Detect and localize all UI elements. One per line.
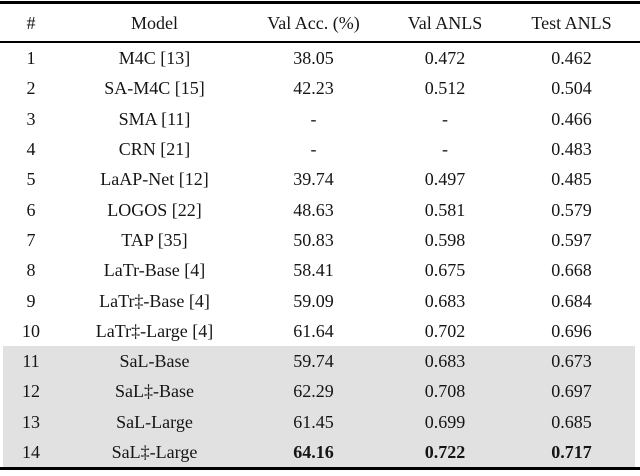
row-number-cell: 11 — [22, 351, 40, 372]
table-row: 6 LOGOS [22] 48.63 0.581 0.579 — [0, 194, 640, 224]
row-number-cell: 4 — [26, 139, 36, 160]
val-acc-cell: 58.41 — [293, 260, 334, 281]
model-cell: TAP [35] — [121, 229, 188, 250]
row-number-cell: 10 — [22, 320, 40, 341]
val-anls-cell: 0.699 — [424, 411, 466, 432]
model-cell: SA-M4C [15] — [104, 78, 205, 99]
test-anls-cell: 0.483 — [551, 139, 592, 160]
val-anls-cell: 0.722 — [424, 442, 466, 462]
header-row-number: # — [26, 12, 36, 33]
table-row: 1 M4C [13] 38.05 0.472 0.462 — [0, 43, 640, 73]
table-row: 7 TAP [35] 50.83 0.598 0.597 — [0, 225, 640, 255]
val-acc-cell: - — [310, 108, 317, 129]
test-anls-cell: 0.462 — [551, 48, 592, 69]
model-cell: LaAP-Net [12] — [100, 169, 209, 190]
table-row: 14 SaL‡-Large 64.16 0.722 0.717 — [0, 436, 640, 468]
table-row: 10 LaTr‡-Large [4] 61.64 0.702 0.696 — [0, 316, 640, 346]
table-top-rule — [0, 1, 640, 4]
test-anls-cell: 0.696 — [551, 320, 592, 341]
val-acc-cell: - — [310, 139, 317, 160]
val-acc-cell: 61.45 — [293, 411, 334, 432]
val-anls-cell: 0.497 — [424, 169, 466, 190]
table-row: 11 SaL-Base 59.74 0.683 0.673 — [0, 345, 640, 377]
table-row: 2 SA-M4C [15] 42.23 0.512 0.504 — [0, 73, 640, 103]
table-row: 12 SaL‡-Base 62.29 0.708 0.697 — [0, 376, 640, 407]
table-bottom-rule — [0, 467, 640, 471]
header-val-anls: Val ANLS — [407, 12, 483, 33]
val-acc-cell: 61.64 — [293, 320, 334, 341]
val-acc-cell: 64.16 — [293, 442, 334, 462]
test-anls-cell: 0.466 — [551, 108, 592, 129]
model-cell: SMA [11] — [118, 108, 191, 129]
val-anls-cell: 0.472 — [424, 48, 466, 69]
row-number-cell: 7 — [26, 229, 36, 250]
val-anls-cell: 0.581 — [424, 199, 466, 220]
val-acc-cell: 62.29 — [293, 381, 334, 402]
test-anls-cell: 0.717 — [551, 442, 592, 462]
header-model: Model — [131, 12, 178, 33]
row-number-cell: 5 — [26, 169, 36, 190]
val-anls-cell: 0.708 — [424, 381, 466, 402]
row-number-cell: 8 — [26, 260, 36, 281]
table-row: 5 LaAP-Net [12] 39.74 0.497 0.485 — [0, 164, 640, 194]
row-number-cell: 3 — [26, 108, 36, 129]
test-anls-cell: 0.579 — [551, 199, 592, 220]
val-anls-cell: 0.702 — [424, 320, 466, 341]
val-acc-cell: 38.05 — [293, 48, 334, 69]
test-anls-cell: 0.673 — [551, 351, 592, 372]
row-number-cell: 6 — [26, 199, 36, 220]
table-row: 13 SaL-Large 61.45 0.699 0.685 — [0, 406, 640, 437]
table-row: 4 CRN [21] - - 0.483 — [0, 134, 640, 164]
val-anls-cell: - — [442, 139, 448, 160]
table-row: 9 LaTr‡-Base [4] 59.09 0.683 0.684 — [0, 285, 640, 315]
model-cell: M4C [13] — [118, 48, 191, 69]
table-header-row: # Model Val Acc. (%) Val ANLS Test ANLS — [0, 4, 640, 41]
row-number-cell: 12 — [22, 381, 40, 402]
model-cell: SaL-Base — [119, 351, 190, 372]
val-anls-cell: 0.683 — [424, 351, 466, 372]
model-cell: SaL‡-Base — [115, 381, 194, 402]
header-val-acc: Val Acc. (%) — [267, 12, 360, 33]
val-acc-cell: 59.74 — [293, 351, 334, 372]
test-anls-cell: 0.697 — [551, 381, 592, 402]
model-cell: CRN [21] — [118, 139, 191, 160]
val-anls-cell: - — [442, 108, 448, 129]
test-anls-cell: 0.597 — [551, 229, 592, 250]
row-number-cell: 9 — [26, 290, 36, 311]
val-anls-cell: 0.675 — [424, 260, 466, 281]
test-anls-cell: 0.684 — [551, 290, 592, 311]
val-anls-cell: 0.512 — [424, 78, 466, 99]
model-cell: LaTr‡-Large [4] — [95, 320, 214, 341]
val-acc-cell: 39.74 — [293, 169, 334, 190]
table-body: 1 M4C [13] 38.05 0.472 0.462 2 SA-M4C [15] 42.2… — [0, 43, 640, 468]
model-cell: SaL‡-Large — [111, 442, 198, 462]
test-anls-cell: 0.485 — [551, 169, 592, 190]
table-row: 3 SMA [11] - - 0.466 — [0, 104, 640, 134]
row-number-cell: 1 — [26, 48, 36, 69]
val-anls-cell: 0.683 — [424, 290, 466, 311]
model-cell: SaL-Large — [116, 411, 193, 432]
row-number-cell: 14 — [22, 442, 40, 462]
val-acc-cell: 48.63 — [293, 199, 334, 220]
table-header-rule — [0, 41, 640, 43]
val-anls-cell: 0.598 — [424, 229, 466, 250]
model-cell: LaTr‡-Base [4] — [99, 290, 210, 311]
row-number-cell: 13 — [22, 411, 40, 432]
header-test-anls: Test ANLS — [531, 12, 612, 33]
val-acc-cell: 50.83 — [293, 229, 334, 250]
val-acc-cell: 59.09 — [293, 290, 334, 311]
table-row: 8 LaTr-Base [4] 58.41 0.675 0.668 — [0, 255, 640, 285]
row-number-cell: 2 — [26, 78, 36, 99]
test-anls-cell: 0.685 — [551, 411, 592, 432]
model-cell: LaTr-Base [4] — [103, 260, 206, 281]
test-anls-cell: 0.668 — [551, 260, 592, 281]
test-anls-cell: 0.504 — [551, 78, 592, 99]
model-cell: LOGOS [22] — [107, 199, 202, 220]
val-acc-cell: 42.23 — [293, 78, 334, 99]
